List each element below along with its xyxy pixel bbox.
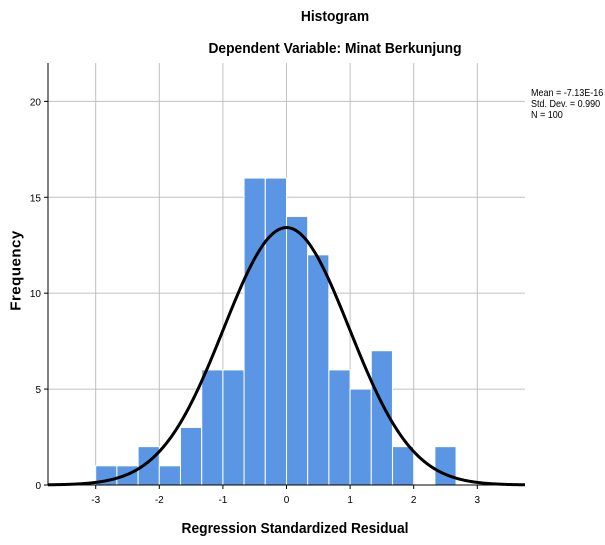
- histogram-bar: [434, 446, 457, 486]
- histogram-bar: [392, 446, 415, 486]
- histogram-bar: [243, 177, 266, 486]
- histogram-bars: [95, 177, 457, 486]
- x-tick-label: -2: [155, 495, 164, 506]
- histogram-bar: [349, 388, 372, 486]
- histogram-bar: [201, 369, 224, 486]
- x-axis-label: Regression Standardized Residual: [181, 520, 409, 537]
- y-tick-label: 20: [30, 97, 42, 108]
- x-tick-label: -1: [218, 495, 227, 506]
- x-tick-label: 1: [347, 495, 353, 506]
- chart-subtitle: Dependent Variable: Minat Berkunjung: [208, 40, 462, 57]
- histogram-bar: [328, 369, 351, 486]
- histogram-bar: [307, 254, 330, 486]
- chart-title: Histogram: [300, 8, 370, 25]
- stat-n: N = 100: [531, 110, 563, 121]
- tick-labels: -3 -2 -1 0 1 2 3 0 5 10 15 20: [30, 97, 481, 506]
- y-tick-label: 5: [35, 385, 41, 396]
- x-tick-label: -3: [91, 495, 100, 506]
- y-tick-label: 15: [30, 193, 42, 204]
- histogram-bar: [222, 369, 245, 486]
- y-tick-label: 0: [35, 481, 41, 492]
- histogram-bar: [158, 465, 181, 486]
- y-tick-label: 10: [30, 289, 42, 300]
- x-tick-label: 0: [284, 495, 290, 506]
- stat-mean: Mean = -7.13E-16: [531, 88, 604, 99]
- histogram-bar: [179, 426, 203, 486]
- histogram-bar: [286, 215, 309, 486]
- stat-std-dev: Std. Dev. = 0.990: [531, 99, 601, 110]
- y-axis-label: Frequency: [7, 230, 25, 311]
- histogram-bar: [264, 177, 287, 486]
- normal-curve: [47, 226, 526, 487]
- x-tick-label: 2: [411, 495, 417, 506]
- axes: [44, 63, 525, 489]
- x-tick-label: 3: [475, 495, 481, 506]
